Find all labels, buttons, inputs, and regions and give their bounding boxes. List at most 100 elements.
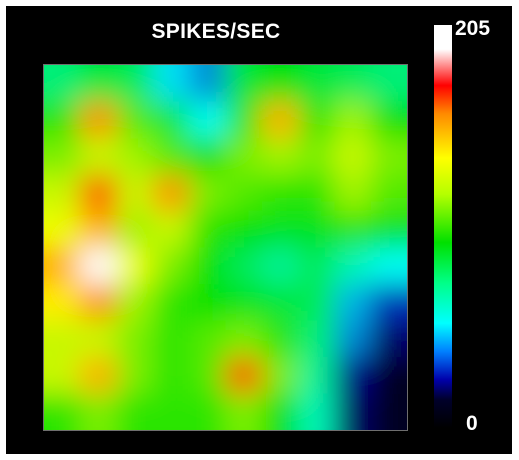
heatmap-cell-r9-c3 bbox=[152, 393, 190, 430]
heatmap-cell-r7-c8 bbox=[334, 320, 372, 358]
heatmap-cell-r9-c2 bbox=[116, 393, 154, 430]
heatmap-cell-r8-c3 bbox=[152, 357, 190, 394]
heatmap-cell-r3-c3 bbox=[152, 174, 190, 212]
heatmap-cell-r6-c1 bbox=[80, 284, 118, 321]
heatmap-cell-r5-c6 bbox=[261, 247, 299, 285]
heatmap-cell-r1-c7 bbox=[298, 101, 335, 139]
heatmap-cell-r9-c8 bbox=[334, 393, 372, 430]
heatmap-cell-r9-c0 bbox=[44, 393, 81, 430]
heatmap-cell-r1-c1 bbox=[80, 101, 118, 139]
heatmap-cell-r6-c3 bbox=[152, 284, 190, 321]
heatmap-cell-r5-c3 bbox=[152, 247, 190, 285]
heatmap-cell-r1-c9 bbox=[370, 101, 407, 139]
heatmap-cell-r4-c1 bbox=[80, 211, 118, 248]
heatmap-cell-r6-c6 bbox=[261, 284, 299, 321]
heatmap-cell-r1-c8 bbox=[334, 101, 372, 139]
heatmap-cell-r0-c0 bbox=[44, 65, 81, 102]
heatmap-cell-r7-c5 bbox=[225, 320, 263, 358]
heatmap-cell-r3-c9 bbox=[370, 174, 407, 212]
heatmap-cell-r8-c5 bbox=[225, 357, 263, 394]
heatmap-cell-r0-c8 bbox=[334, 65, 372, 102]
heatmap-cell-r4-c9 bbox=[370, 211, 407, 248]
heatmap-cell-r4-c5 bbox=[225, 211, 263, 248]
heatmap-cell-r5-c7 bbox=[298, 247, 335, 285]
heatmap-cell-r7-c3 bbox=[152, 320, 190, 358]
heatmap-cell-r9-c5 bbox=[225, 393, 263, 430]
heatmap-cell-r8-c8 bbox=[334, 357, 372, 394]
heatmap-cell-r1-c6 bbox=[261, 101, 299, 139]
heatmap-cell-r3-c2 bbox=[116, 174, 154, 212]
heatmap-cell-r7-c1 bbox=[80, 320, 118, 358]
heatmap-cell-r5-c1 bbox=[80, 247, 118, 285]
heatmap-cell-r2-c4 bbox=[189, 138, 226, 175]
heatmap-cell-r1-c0 bbox=[44, 101, 81, 139]
heatmap-cell-r5-c0 bbox=[44, 247, 81, 285]
heatmap-cell-r0-c3 bbox=[152, 65, 190, 102]
chart-title: SPIKES/SEC bbox=[151, 20, 281, 43]
heatmap-cell-r7-c0 bbox=[44, 320, 81, 358]
heatmap-cell-r2-c7 bbox=[298, 138, 335, 175]
heatmap-cell-r8-c1 bbox=[80, 357, 118, 394]
figure-background: SPIKES/SEC 205 0 bbox=[6, 6, 512, 454]
heatmap-cell-r5-c9 bbox=[370, 247, 407, 285]
heatmap-cell-r8-c9 bbox=[370, 357, 407, 394]
heatmap-cell-r7-c7 bbox=[298, 320, 335, 358]
heatmap-cell-r3-c6 bbox=[261, 174, 299, 212]
heatmap-cell-r0-c9 bbox=[370, 65, 407, 102]
heatmap-cell-r3-c1 bbox=[80, 174, 118, 212]
heatmap-cell-r4-c8 bbox=[334, 211, 372, 248]
heatmap-cell-r9-c4 bbox=[189, 393, 226, 430]
heatmap-cell-r2-c3 bbox=[152, 138, 190, 175]
heatmap-cell-r6-c8 bbox=[334, 284, 372, 321]
heatmap-cell-r5-c2 bbox=[116, 247, 154, 285]
heatmap-cell-r5-c4 bbox=[189, 247, 226, 285]
heatmap-cell-r7-c4 bbox=[189, 320, 226, 358]
heatmap-cell-r5-c5 bbox=[225, 247, 263, 285]
heatmap-cell-r3-c4 bbox=[189, 174, 226, 212]
heatmap-cell-r4-c7 bbox=[298, 211, 335, 248]
heatmap-cell-r6-c0 bbox=[44, 284, 81, 321]
heatmap-cell-r6-c2 bbox=[116, 284, 154, 321]
heatmap-cell-r2-c9 bbox=[370, 138, 407, 175]
heatmap-cell-r7-c2 bbox=[116, 320, 154, 358]
heatmap-cell-r6-c9 bbox=[370, 284, 407, 321]
heatmap-cell-r0-c5 bbox=[225, 65, 263, 102]
heatmap-cell-r9-c9 bbox=[370, 393, 407, 430]
heatmap-cell-r3-c8 bbox=[334, 174, 372, 212]
heatmap-cell-r7-c9 bbox=[370, 320, 407, 358]
heatmap-cell-r9-c6 bbox=[261, 393, 299, 430]
heatmap-cell-r8-c4 bbox=[189, 357, 226, 394]
heatmap-cell-r0-c2 bbox=[116, 65, 154, 102]
heatmap-cell-r6-c4 bbox=[189, 284, 226, 321]
heatmap-cell-r0-c1 bbox=[80, 65, 118, 102]
heatmap-plot bbox=[43, 64, 408, 431]
heatmap-cell-r1-c4 bbox=[189, 101, 226, 139]
heatmap-cell-r0-c7 bbox=[298, 65, 335, 102]
heatmap-cell-r6-c7 bbox=[298, 284, 335, 321]
colorbar bbox=[434, 25, 452, 428]
heatmap-cell-r2-c2 bbox=[116, 138, 154, 175]
heatmap-cell-r6-c5 bbox=[225, 284, 263, 321]
heatmap-cell-r2-c8 bbox=[334, 138, 372, 175]
heatmap-cell-r1-c5 bbox=[225, 101, 263, 139]
heatmap-cell-r3-c5 bbox=[225, 174, 263, 212]
heatmap-cell-r5-c8 bbox=[334, 247, 372, 285]
heatmap-cell-r9-c7 bbox=[298, 393, 335, 430]
heatmap-cell-r4-c2 bbox=[116, 211, 154, 248]
heatmap-cell-r7-c6 bbox=[261, 320, 299, 358]
heatmap-cell-r2-c5 bbox=[225, 138, 263, 175]
heatmap-cell-r1-c2 bbox=[116, 101, 154, 139]
heatmap-cell-r3-c0 bbox=[44, 174, 81, 212]
heatmap-cell-r2-c1 bbox=[80, 138, 118, 175]
heatmap-cell-r8-c6 bbox=[261, 357, 299, 394]
colorbar-min-label: 0 bbox=[466, 412, 478, 435]
colorbar-max-label: 205 bbox=[455, 17, 491, 40]
heatmap-svg bbox=[44, 65, 407, 430]
heatmap-cell-r4-c0 bbox=[44, 211, 81, 248]
heatmap-cell-r0-c4 bbox=[189, 65, 226, 102]
heatmap-cell-r8-c7 bbox=[298, 357, 335, 394]
heatmap-cell-r4-c3 bbox=[152, 211, 190, 248]
heatmap-cell-r2-c0 bbox=[44, 138, 81, 175]
heatmap-cell-r4-c4 bbox=[189, 211, 226, 248]
heatmap-cell-r4-c6 bbox=[261, 211, 299, 248]
